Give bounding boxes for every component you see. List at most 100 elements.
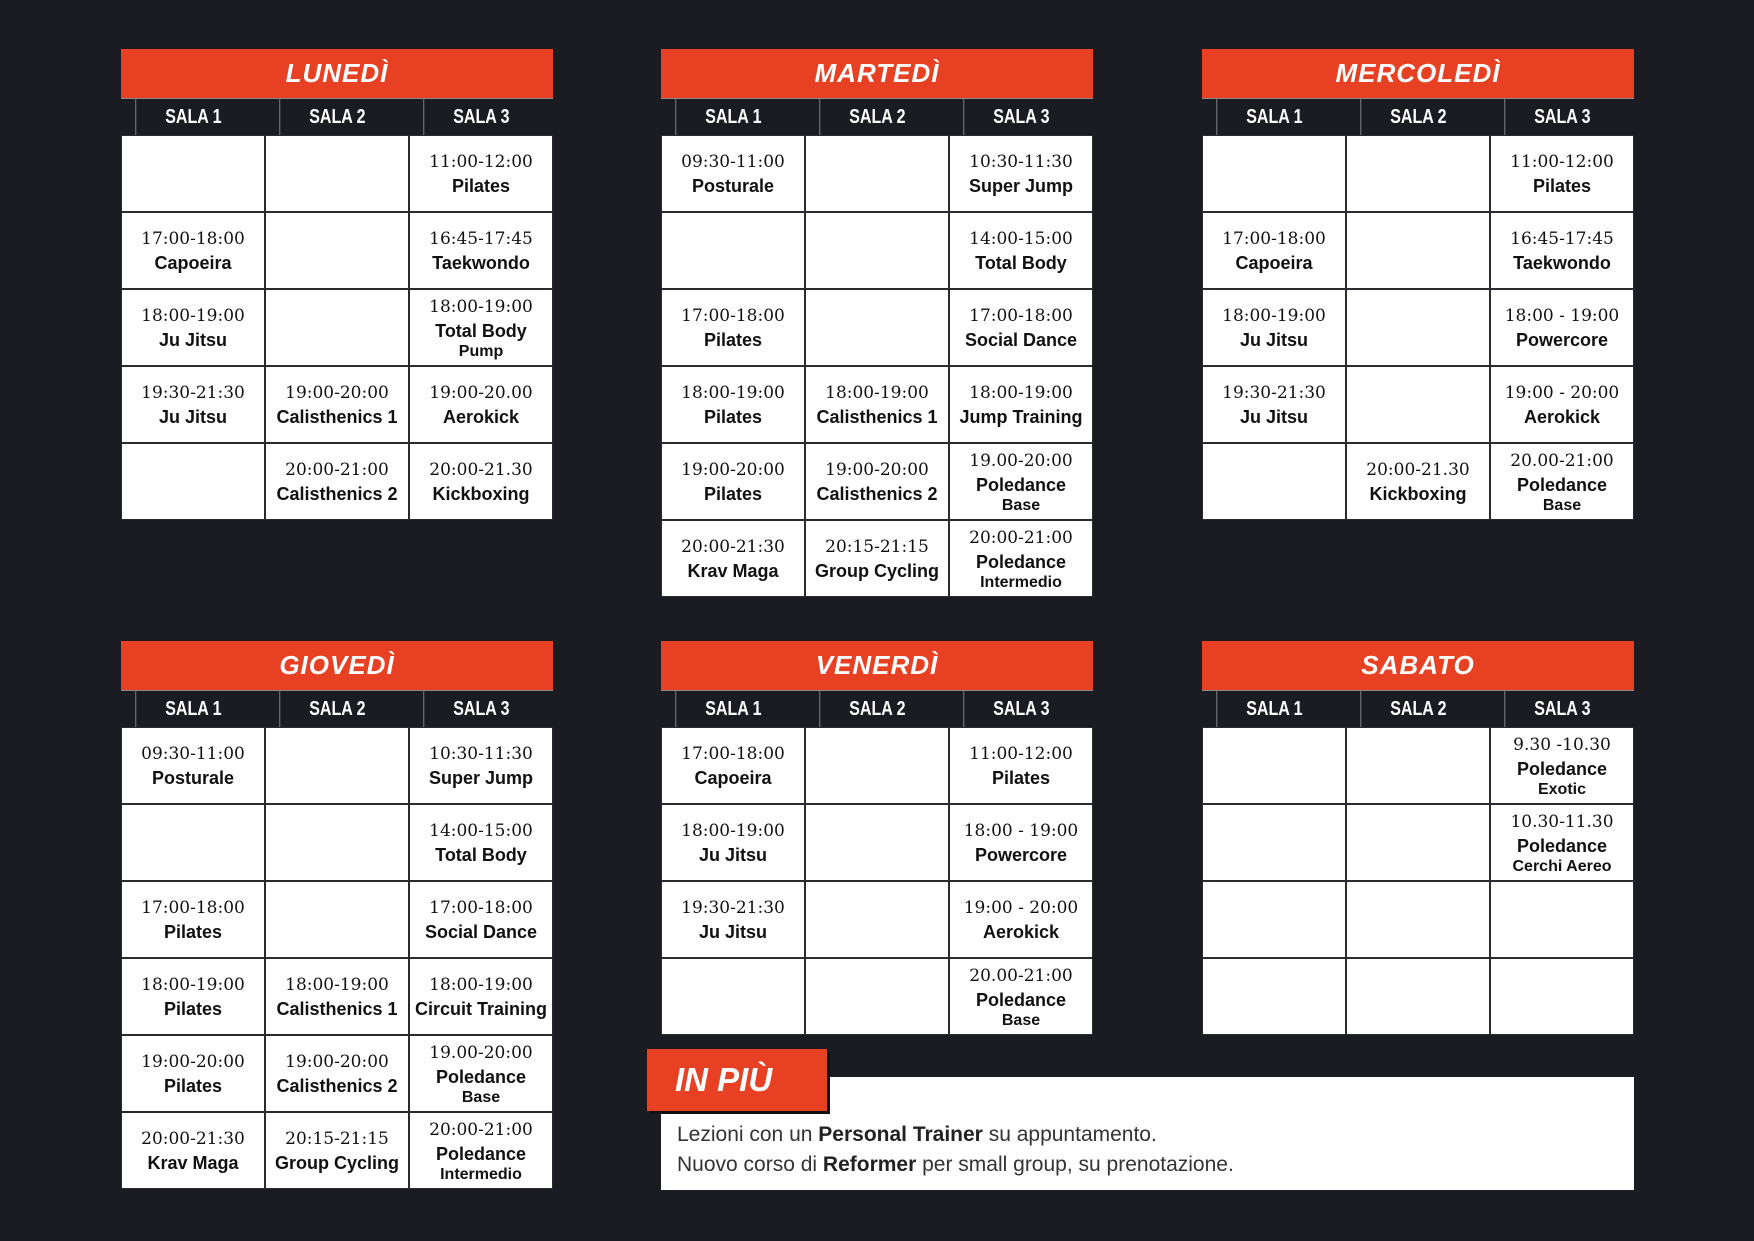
sala-label: SALA 2 xyxy=(1360,691,1475,727)
class-time: 20:00-21:30 xyxy=(141,1128,245,1149)
class-cell: 18:00-19:00 Pilates xyxy=(661,366,805,443)
class-name: Calisthenics 2 xyxy=(816,483,938,504)
class-name: Group Cycling xyxy=(274,1152,399,1173)
class-name: Pilates xyxy=(703,406,763,427)
class-cell: 20:00-21:00 Poledance Intermedio xyxy=(409,1112,553,1189)
class-time: 19:00 - 20:00 xyxy=(1504,382,1620,403)
class-name: Pilates xyxy=(451,175,511,196)
class-cell: 19.00-20:00 Poledance Base xyxy=(409,1035,553,1112)
table-row: 18:00-19:00 Pilates 18:00-19:00 Calisthenic… xyxy=(121,958,553,1035)
day-table-luned: LUNEDÌ SALA 1 SALA 2 SALA 3 11:00-12:00 Pilat… xyxy=(121,49,553,520)
class-time: 17:00-18:00 xyxy=(141,897,245,918)
class-cell: 17:00-18:00 Capoeira xyxy=(661,727,805,804)
table-row: 18:00-19:00 Ju Jitsu 18:00 - 19:00 Powercor… xyxy=(1202,289,1634,366)
empty-cell xyxy=(121,135,265,212)
class-name: Total Body xyxy=(435,844,527,865)
class-subtitle: Cerchi Aereo xyxy=(1512,857,1612,875)
empty-cell xyxy=(121,804,265,881)
class-cell: 19:00-20:00 Pilates xyxy=(661,443,805,520)
class-time: 14:00-15:00 xyxy=(969,228,1073,249)
sala-label: SALA 1 xyxy=(1216,99,1331,135)
empty-cell xyxy=(265,881,409,958)
class-name: Poledance xyxy=(975,474,1067,495)
class-name: Capoeira xyxy=(1235,252,1313,273)
empty-cell xyxy=(1346,366,1490,443)
class-name: Pilates xyxy=(991,767,1051,788)
class-cell: 09:30-11:00 Posturale xyxy=(121,727,265,804)
class-cell: 9.30 -10.30 Poledance Exotic xyxy=(1490,727,1634,804)
day-title: MARTEDÌ xyxy=(661,49,1093,98)
sala-header: SALA 1 SALA 2 SALA 3 xyxy=(121,98,553,135)
class-subtitle: Base xyxy=(461,1088,501,1106)
class-name: Capoeira xyxy=(694,767,772,788)
class-cell: 17:00-18:00 Capoeira xyxy=(121,212,265,289)
class-cell: 14:00-15:00 Total Body xyxy=(409,804,553,881)
empty-cell xyxy=(1202,135,1346,212)
class-cell: 18:00 - 19:00 Powercore xyxy=(1490,289,1634,366)
empty-cell xyxy=(121,443,265,520)
class-name: Circuit Training xyxy=(414,998,547,1019)
sala-label: SALA 1 xyxy=(675,691,790,727)
class-name: Posturale xyxy=(691,175,775,196)
class-time: 20.00-21:00 xyxy=(1510,450,1614,471)
sala-header: SALA 1 SALA 2 SALA 3 xyxy=(1202,98,1634,135)
sala-header: SALA 1 SALA 2 SALA 3 xyxy=(121,690,553,727)
text: per small group, su prenotazione. xyxy=(916,1153,1234,1176)
class-name: Krav Maga xyxy=(147,1152,239,1173)
class-name: Kickboxing xyxy=(432,483,530,504)
empty-cell xyxy=(805,212,949,289)
empty-cell xyxy=(1490,958,1634,1035)
class-name: Aerokick xyxy=(1523,406,1601,427)
empty-cell xyxy=(265,289,409,366)
extra-title: IN PIÙ xyxy=(647,1049,827,1111)
class-name: Ju Jitsu xyxy=(158,329,228,350)
highlight: Reformer xyxy=(822,1153,917,1176)
table-row: 20:00-21:00 Calisthenics 2 20:00-21.30 Kick… xyxy=(121,443,553,520)
class-name: Posturale xyxy=(151,767,235,788)
table-row: 20:00-21.30 Kickboxing 20.00-21:00 Poledanc… xyxy=(1202,443,1634,520)
class-name: Group Cycling xyxy=(814,560,939,581)
class-subtitle: Intermedio xyxy=(980,573,1062,591)
empty-cell xyxy=(1346,727,1490,804)
class-time: 19:00-20.00 xyxy=(429,382,533,403)
sala-label: SALA 3 xyxy=(423,99,538,135)
class-time: 20:00-21:00 xyxy=(969,527,1073,548)
sala-header: SALA 1 SALA 2 SALA 3 xyxy=(661,690,1093,727)
class-cell: 18:00-19:00 Calisthenics 1 xyxy=(805,366,949,443)
class-time: 19:30-21:30 xyxy=(141,382,245,403)
empty-cell xyxy=(1346,958,1490,1035)
class-time: 20.00-21:00 xyxy=(969,965,1073,986)
class-name: Calisthenics 1 xyxy=(276,406,398,427)
class-time: 11:00-12:00 xyxy=(969,743,1073,764)
table-row xyxy=(1202,958,1634,1035)
table-row xyxy=(1202,881,1634,958)
class-time: 18:00-19:00 xyxy=(141,974,245,995)
class-time: 20:15-21:15 xyxy=(285,1128,389,1149)
class-time: 18:00-19:00 xyxy=(429,296,533,317)
class-time: 19:30-21:30 xyxy=(1222,382,1326,403)
day-title: VENERDÌ xyxy=(661,641,1093,690)
sala-label: SALA 3 xyxy=(1504,99,1619,135)
class-time: 18:00-19:00 xyxy=(969,382,1073,403)
class-cell: 18:00-19:00 Circuit Training xyxy=(409,958,553,1035)
class-time: 20:00-21:00 xyxy=(429,1119,533,1140)
table-row: 18:00-19:00 Ju Jitsu 18:00-19:00 Total Body… xyxy=(121,289,553,366)
class-time: 17:00-18:00 xyxy=(429,897,533,918)
class-cell: 20.00-21:00 Poledance Base xyxy=(1490,443,1634,520)
class-cell: 10:30-11:30 Super Jump xyxy=(409,727,553,804)
table-row: 17:00-18:00 Pilates 17:00-18:00 Social Danc… xyxy=(661,289,1093,366)
empty-cell xyxy=(1202,881,1346,958)
sala-label: SALA 1 xyxy=(135,691,250,727)
table-row: 10.30-11.30 Poledance Cerchi Aereo xyxy=(1202,804,1634,881)
empty-cell xyxy=(805,727,949,804)
class-cell: 18:00-19:00 Ju Jitsu xyxy=(1202,289,1346,366)
class-cell: 14:00-15:00 Total Body xyxy=(949,212,1093,289)
class-name: Taekwondo xyxy=(1513,252,1611,273)
empty-cell xyxy=(805,958,949,1035)
empty-cell xyxy=(805,289,949,366)
class-name: Total Body xyxy=(975,252,1067,273)
table-row: 17:00-18:00 Capoeira 16:45-17:45 Taekwondo xyxy=(121,212,553,289)
class-cell: 20:00-21.30 Kickboxing xyxy=(409,443,553,520)
day-title: LUNEDÌ xyxy=(121,49,553,98)
table-row: 18:00-19:00 Ju Jitsu 18:00 - 19:00 Powercor… xyxy=(661,804,1093,881)
